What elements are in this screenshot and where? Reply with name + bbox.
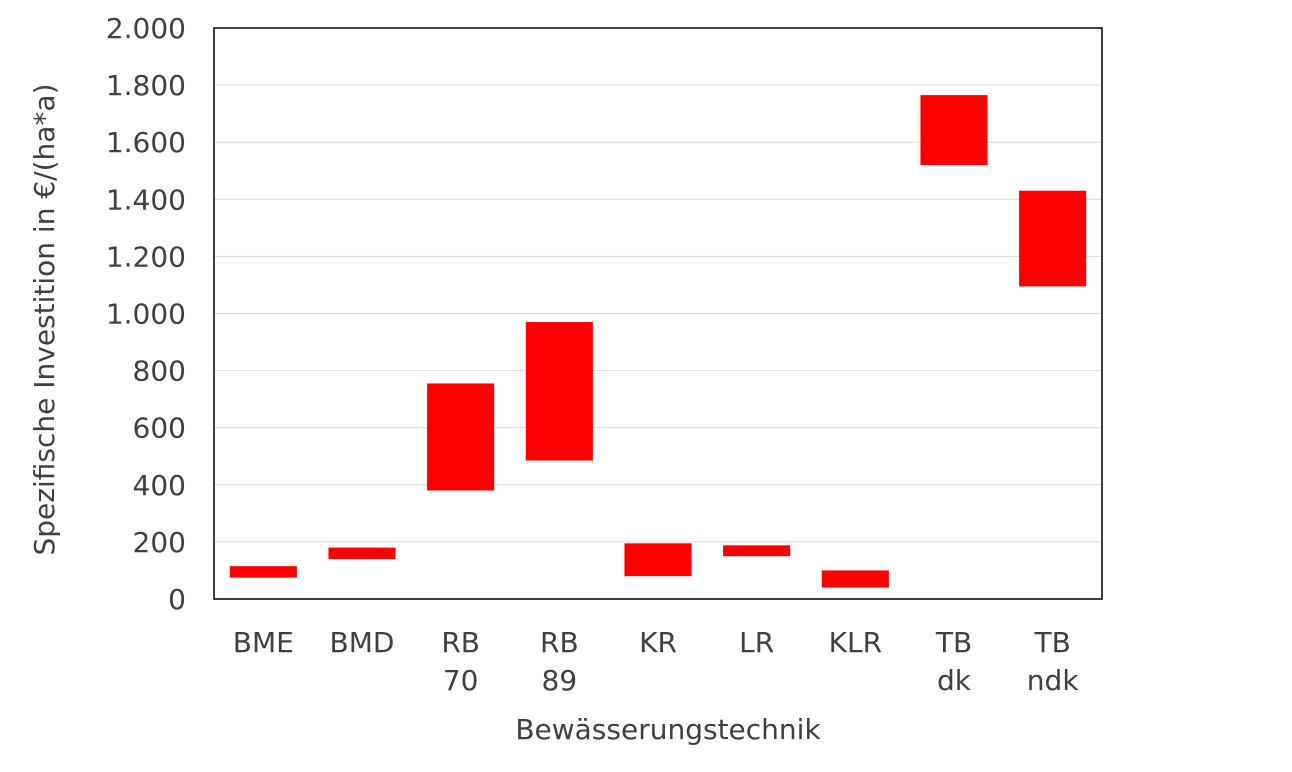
range-bar-rb-70 [427,383,495,491]
x-tick-label-line: BME [233,626,294,659]
y-tick-label: 1.000 [106,298,186,331]
range-bar-rb-89 [525,322,593,461]
x-tick-label: TB ndk [1027,626,1080,697]
x-tick-label-line: KLR [829,626,882,659]
y-tick-label: 1.200 [106,240,186,273]
range-bar-kr [624,543,692,577]
x-tick-label-line: KR [639,626,677,659]
y-tick-label: 1.400 [106,183,186,216]
range-bar-tb-ndk [1019,190,1087,287]
x-axis-title: Bewässerungstechnik [515,713,821,746]
x-tick-label-line: 70 [443,664,479,697]
range-bar-bmd [328,547,396,560]
x-tick-label: LR [739,626,774,659]
y-tick-label: 1.600 [106,126,186,159]
x-tick-label: RB 89 [540,626,579,697]
x-tick-label: KR [639,626,677,659]
x-tick-label-line: 89 [542,664,578,697]
plot-area-frame [213,27,1103,600]
bars [229,95,1087,588]
x-tick-label-line: RB [540,626,579,659]
range-bar-klr [821,570,889,588]
x-tick-label-line: RB [441,626,480,659]
x-tick-label-line: LR [739,626,774,659]
y-tick-label: 0 [168,583,186,616]
x-tick-label-line: BMD [330,626,395,659]
range-bar-tb-dk [920,95,988,166]
x-tick-label-line: ndk [1027,664,1080,697]
y-axis-title: Spezifische Investition in €/(ha*a) [28,83,61,555]
y-tick-label: 600 [133,412,186,445]
x-tick-label-line: TB [935,626,972,659]
range-bar-bme [229,566,297,578]
y-tick-label: 200 [133,526,186,559]
x-tick-label: RB 70 [441,626,480,697]
x-tick-label-line: dk [937,664,972,697]
x-tick-label: BMD [330,626,395,659]
y-tick-label: 400 [133,469,186,502]
range-bar-lr [723,545,791,557]
x-axis-ticks: BME BMD RB 70 RB 89 KR LR KLR TB dk TB ndk [233,626,1080,697]
y-tick-label: 1.800 [106,69,186,102]
y-axis-ticks: 0 200 400 600 800 1.000 1.200 1.400 1.600 1.800 2.… [106,12,186,616]
x-tick-label-line: TB [1034,626,1071,659]
y-tick-label: 2.000 [106,12,186,45]
x-tick-label: TB dk [935,626,972,697]
x-tick-label: KLR [829,626,882,659]
y-tick-label: 800 [133,355,186,388]
x-tick-label: BME [233,626,294,659]
gridlines [214,84,1102,543]
